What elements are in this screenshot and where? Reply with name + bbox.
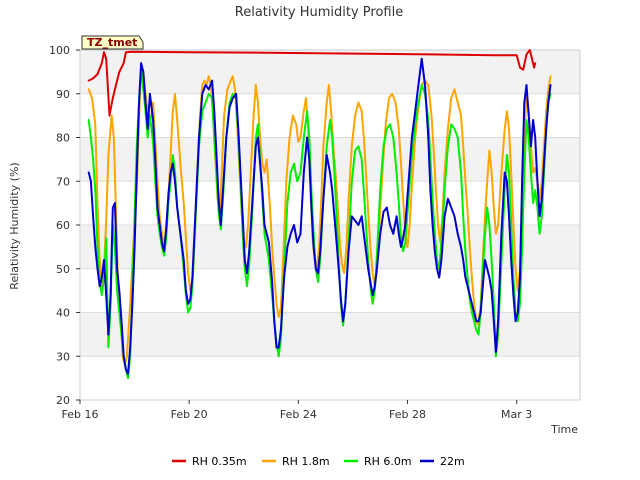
tz-badge: TZ_tmet [81,35,144,50]
legend: RH 0.35m RH 1.8m RH 6.0m 22m [172,455,465,468]
x-tick-label: Feb 28 [389,408,426,421]
series-line-0 [87,49,537,117]
tz-badge-label: TZ_tmet [87,36,137,49]
y-tick-label: 20 [56,394,70,407]
chart-title: Relativity Humidity Profile [235,5,403,20]
plot-band [80,181,580,225]
plot-band [80,225,580,269]
y-tick-label: 60 [56,219,70,232]
y-tick-label: 80 [56,132,70,145]
y-tick-label: 90 [56,88,70,101]
y-tick-label: 30 [56,350,70,363]
series-line-3 [87,57,552,375]
x-tick-label: Feb 24 [280,408,317,421]
series-lines [87,49,552,380]
y-tick-label: 50 [56,263,70,276]
legend-label: RH 0.35m [192,455,247,468]
x-axis-label: Time [550,423,578,436]
legend-label: RH 1.8m [282,455,330,468]
y-axis: 20 30 40 50 60 70 80 90 100 [49,44,80,407]
plot-band [80,356,580,400]
y-tick-label: 40 [56,307,70,320]
plot-band [80,268,580,313]
x-axis: Feb 16 Feb 20 Feb 24 Feb 28 Mar 3 [62,400,532,421]
legend-label: 22m [440,455,465,468]
y-axis-label: Relativity Humidity (%) [8,162,21,289]
plot-band [80,312,580,357]
x-tick-label: Feb 16 [62,408,99,421]
y-tick-label: 100 [49,44,70,57]
x-tick-label: Mar 3 [501,408,532,421]
x-tick-label: Feb 20 [171,408,208,421]
legend-label: RH 6.0m [364,455,412,468]
tz-badge-box [81,35,144,50]
y-tick-label: 70 [56,175,70,188]
